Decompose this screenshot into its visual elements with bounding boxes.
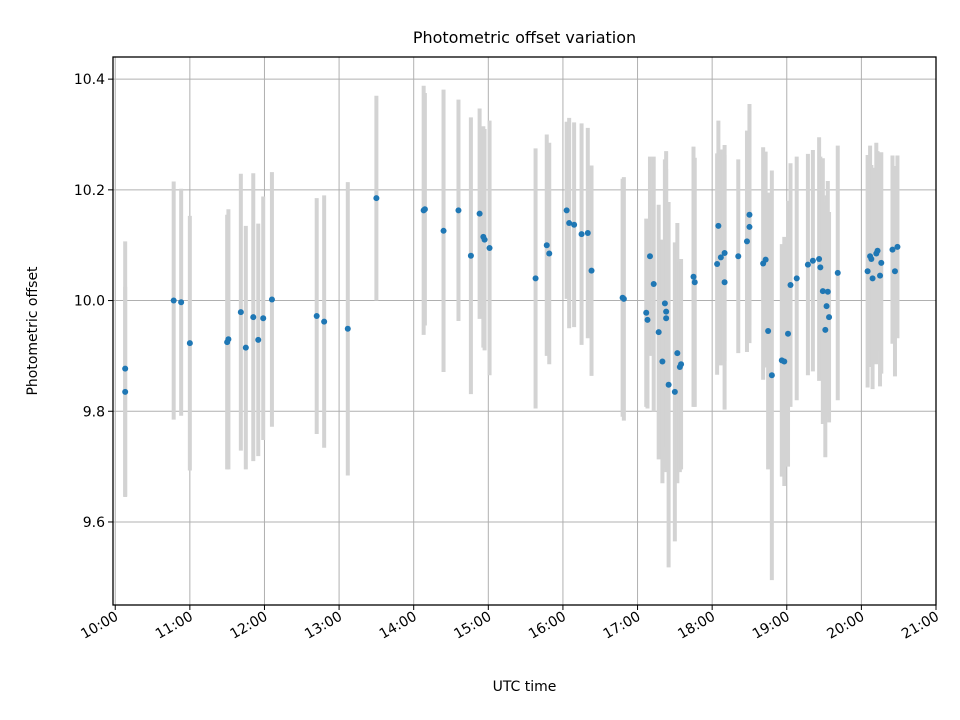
data-point [781, 358, 788, 365]
data-point [877, 272, 884, 279]
data-point [321, 318, 328, 325]
data-point [486, 244, 493, 251]
data-point [646, 253, 653, 260]
data-point [690, 273, 697, 280]
data-point [644, 316, 651, 323]
data-point [809, 257, 816, 264]
data-point [823, 303, 830, 310]
data-point [721, 279, 728, 286]
data-point [543, 242, 550, 249]
data-point [816, 256, 823, 263]
y-tick-label: 10.2 [74, 183, 105, 199]
data-point [237, 309, 244, 316]
data-point [643, 309, 650, 316]
data-point [874, 247, 881, 254]
data-point [467, 252, 474, 259]
data-point [868, 256, 875, 263]
data-point [122, 388, 129, 395]
data-point [242, 344, 249, 351]
data-point [665, 381, 672, 388]
data-point [721, 249, 728, 256]
data-point [571, 221, 578, 228]
y-tick-label: 10.4 [74, 72, 105, 88]
data-point [864, 268, 871, 275]
chart-title: Photometric offset variation [413, 28, 636, 47]
data-point [620, 295, 627, 302]
data-point [373, 195, 380, 202]
y-tick-label: 9.8 [83, 404, 105, 420]
data-point [793, 275, 800, 282]
data-point [894, 243, 901, 250]
data-point [650, 280, 657, 287]
data-point [819, 288, 826, 295]
data-point [186, 340, 193, 347]
data-point [178, 299, 185, 306]
data-point [765, 328, 772, 334]
data-point [225, 336, 232, 343]
data-point [787, 282, 794, 289]
data-point [834, 269, 841, 276]
data-point [563, 207, 570, 214]
data-point [421, 206, 428, 213]
data-point [659, 358, 666, 365]
y-tick-label: 9.6 [83, 515, 105, 531]
data-point [746, 211, 753, 218]
data-point [891, 268, 898, 275]
data-point [546, 250, 553, 257]
data-point [869, 275, 876, 282]
data-point [691, 279, 698, 286]
data-point [746, 223, 753, 230]
data-point [674, 350, 681, 357]
data-point [663, 308, 670, 315]
data-point [313, 313, 320, 320]
data-point [268, 296, 275, 303]
data-point [826, 314, 833, 321]
data-point [440, 227, 447, 234]
data-point [678, 361, 685, 368]
y-tick-label: 10.0 [74, 294, 105, 310]
data-point [715, 222, 722, 229]
plot-frame [112, 56, 937, 606]
data-point [661, 300, 668, 307]
data-point [260, 315, 267, 322]
data-point [743, 238, 750, 245]
data-point [584, 230, 591, 237]
data-point [170, 297, 177, 304]
data-point [889, 246, 896, 253]
data-point [804, 261, 811, 268]
y-axis-ticks: 9.6 9.8 10.0 10.2 10.4 [74, 72, 113, 531]
data-point [878, 259, 885, 266]
data-point [344, 325, 351, 332]
data-point [578, 231, 585, 238]
data-point [817, 264, 824, 271]
data-point [717, 254, 724, 261]
data-point [250, 314, 257, 321]
data-point [476, 210, 483, 217]
data-point [255, 336, 262, 343]
data-point [735, 253, 742, 260]
data-point [785, 330, 792, 337]
data-point [655, 329, 662, 336]
y-axis-label: Photometric offset [25, 266, 41, 396]
data-point [663, 315, 670, 322]
data-point [588, 267, 595, 274]
data-point [824, 288, 831, 295]
data-point [481, 236, 488, 243]
data-point [714, 261, 721, 268]
data-point [566, 220, 573, 227]
x-axis-label: UTC time [493, 679, 557, 695]
data-point [122, 365, 129, 372]
data-point [671, 388, 678, 395]
data-points [122, 195, 901, 395]
data-point [822, 326, 829, 333]
data-point [455, 207, 462, 214]
data-point [762, 256, 769, 263]
data-point [532, 275, 539, 282]
data-point [768, 372, 775, 379]
